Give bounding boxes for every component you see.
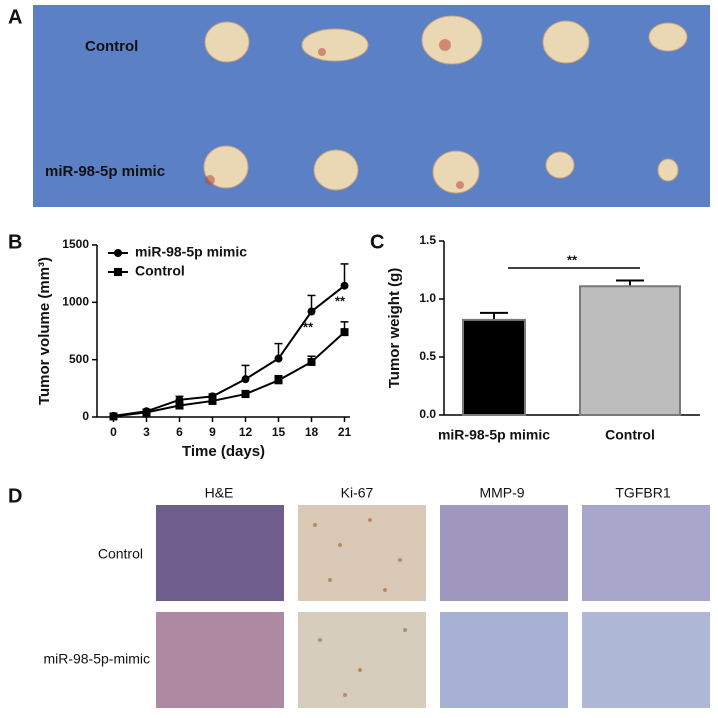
point — [208, 396, 217, 405]
point — [241, 375, 250, 384]
error-bar — [480, 311, 508, 320]
bar — [579, 285, 681, 416]
x-tick-label: 6 — [176, 425, 183, 439]
point — [142, 408, 151, 417]
legend-label: miR-98-5p mimic — [135, 244, 247, 260]
column-header: Ki-67 — [341, 485, 374, 501]
y-tick-label: 1.0 — [419, 291, 436, 305]
photo-background — [33, 5, 710, 207]
point — [274, 376, 283, 385]
legend-marker — [114, 268, 122, 276]
x-tick-label: 21 — [338, 425, 352, 439]
panel-label: B — [8, 231, 22, 253]
x-tick-label: 12 — [239, 425, 253, 439]
x-tick-label: 9 — [209, 425, 216, 439]
significance: ** — [335, 293, 346, 308]
histology-tiles — [156, 505, 710, 708]
significance: ** — [303, 319, 314, 334]
y-tick-label: 0 — [82, 409, 89, 423]
panel-label: C — [370, 231, 384, 253]
series-line — [113, 284, 346, 417]
y-axis-label: Tumor volume (mm³) — [36, 257, 53, 405]
significance: ** — [567, 252, 578, 267]
point — [241, 390, 250, 399]
row-label: miR-98-5p-mimic — [43, 651, 150, 667]
x-tick-label: 18 — [305, 425, 319, 439]
x-tick-label: Control — [605, 427, 655, 443]
point — [175, 401, 184, 410]
photo-row-label: miR-98-5p mimic — [45, 163, 165, 180]
point — [109, 412, 118, 421]
y-axis-label: Tumor weight (g) — [386, 268, 403, 389]
bar — [462, 318, 526, 417]
column-header: TGFBR1 — [615, 485, 670, 501]
y-tick-label: 500 — [69, 352, 89, 366]
panel-label: A — [8, 6, 22, 28]
series-line — [113, 331, 346, 418]
y-tick-label: 1000 — [62, 295, 89, 309]
point — [307, 307, 316, 316]
ki67-stain — [313, 518, 407, 697]
y-tick-label: 0.5 — [419, 349, 436, 363]
legend-marker — [114, 249, 122, 257]
panel-label: D — [8, 485, 22, 507]
legend-label: Control — [135, 263, 185, 279]
point — [340, 281, 349, 290]
row-label: Control — [98, 546, 143, 562]
point — [340, 328, 349, 337]
point — [307, 357, 316, 366]
tumor-spots — [205, 39, 464, 189]
y-tick-label: 0.0 — [419, 407, 436, 421]
tumor-photos — [203, 15, 688, 194]
point — [274, 354, 283, 363]
photo-row-label: Control — [85, 38, 138, 55]
x-tick-label: miR-98-5p mimic — [438, 427, 550, 443]
y-tick-label: 1500 — [62, 237, 89, 251]
x-tick-label: 0 — [110, 425, 117, 439]
x-tick-label: 3 — [143, 425, 150, 439]
x-tick-label: 15 — [272, 425, 286, 439]
y-tick-label: 1.5 — [419, 233, 436, 247]
column-header: MMP-9 — [479, 485, 524, 501]
x-axis-label: Time (days) — [182, 443, 265, 460]
column-header: H&E — [205, 485, 234, 501]
